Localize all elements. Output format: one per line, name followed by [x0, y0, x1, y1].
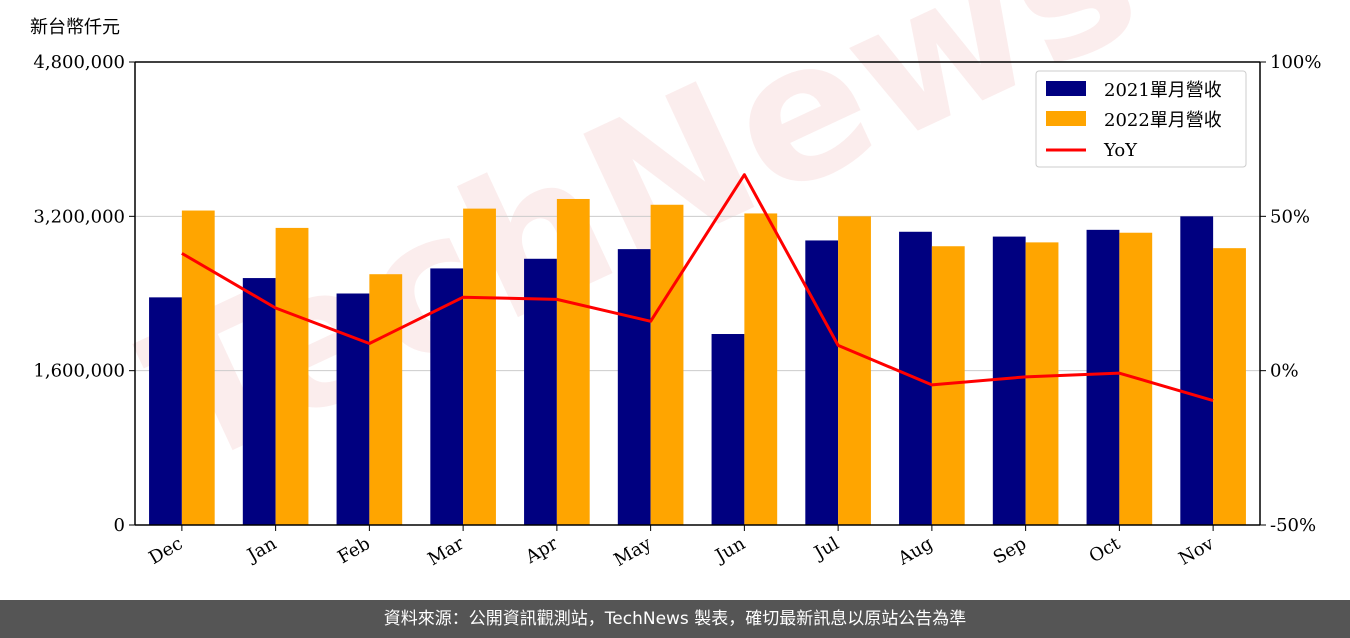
x-tick-label-jul: Jul [809, 533, 843, 565]
bar-2021-jun [711, 334, 745, 525]
bar-2021-may [617, 249, 651, 526]
bar-2022-jun [744, 213, 778, 526]
right-tick-label: 0% [1270, 361, 1299, 382]
x-tick-label-mar: Mar [424, 533, 468, 570]
left-tick-label: 1,600,000 [33, 361, 125, 382]
legend-swatch-2022 [1046, 111, 1086, 126]
legend-swatch-2021 [1046, 81, 1086, 96]
bar-2022-feb [369, 274, 403, 525]
chart: TechNews 01,600,0003,200,0004,800,000-50… [30, 0, 1321, 571]
bar-2022-nov [1213, 248, 1246, 525]
grid-lines [135, 215, 1260, 372]
x-tick-label-jun: Jun [710, 533, 749, 568]
right-tick-label: -50% [1270, 515, 1316, 536]
left-tick-label: 4,800,000 [33, 52, 125, 73]
bar-2022-sep [1025, 242, 1059, 526]
legend: 2021單月營收 2022單月營收 YoY [1035, 70, 1247, 168]
x-tick-label-nov: Nov [1175, 533, 1218, 570]
bar-2021-feb [336, 293, 370, 525]
legend-label-yoy: YoY [1103, 140, 1138, 161]
left-tick-label: 0 [114, 515, 125, 536]
yoy-line [181, 173, 1214, 403]
legend-box [1035, 70, 1247, 168]
bar-2021-apr [524, 258, 557, 525]
x-tick-label-may: May [611, 533, 656, 571]
bar-2021-nov [1180, 216, 1214, 526]
bar-2021-dec [149, 297, 182, 525]
x-tick-label-jan: Jan [242, 533, 280, 567]
axes [129, 61, 1266, 531]
unit-label: 新台幣仟元 [30, 17, 120, 38]
right-tick-label: 100% [1270, 52, 1321, 73]
x-tick-label-oct: Oct [1086, 533, 1125, 568]
bars [149, 198, 1246, 526]
yoy-line-layer [181, 173, 1214, 403]
x-tick-label-feb: Feb [334, 533, 374, 568]
legend-label-2022: 2022單月營收 [1104, 110, 1222, 131]
x-tick-label-aug: Aug [894, 533, 937, 570]
bar-2022-apr [556, 198, 590, 526]
bar-2022-mar [463, 208, 496, 525]
x-tick-label-apr: Apr [521, 533, 561, 568]
legend-label-2021: 2021單月營收 [1104, 80, 1222, 101]
x-tick-label-sep: Sep [990, 533, 1030, 568]
bar-2021-jul [805, 240, 839, 525]
bar-2022-jul [838, 216, 871, 526]
bar-2022-may [650, 204, 684, 525]
bar-2021-sep [992, 236, 1026, 525]
bar-2022-jan [275, 227, 309, 526]
source-footer: 資料來源：公開資訊觀測站，TechNews 製表，確切最新訊息以原站公告為準 [0, 600, 1350, 638]
bar-2021-jan [242, 278, 276, 525]
bar-2021-oct [1086, 229, 1120, 525]
x-tick-label-dec: Dec [145, 533, 186, 569]
left-tick-label: 3,200,000 [33, 206, 125, 227]
right-tick-label: 50% [1270, 206, 1310, 227]
